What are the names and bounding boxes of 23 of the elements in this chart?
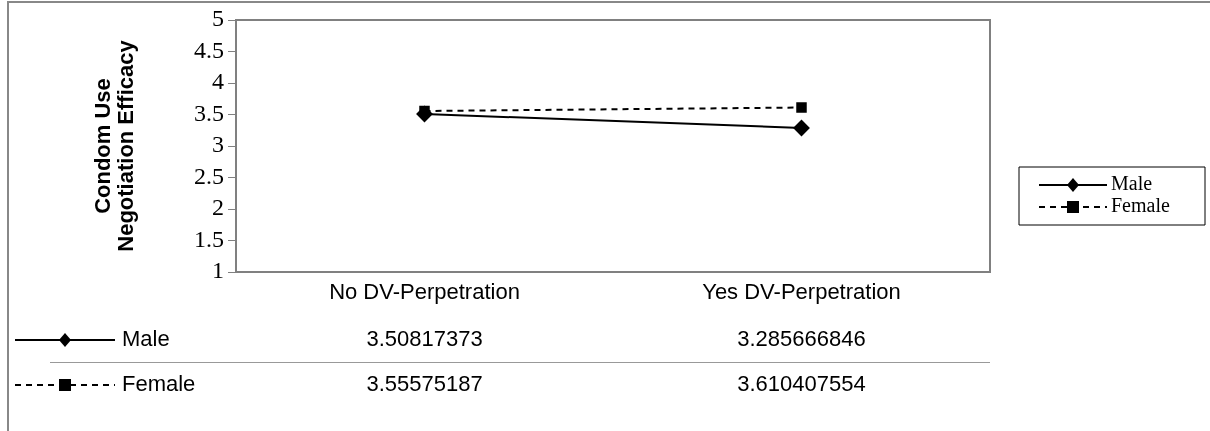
data-label: 3.610407554 — [737, 371, 866, 397]
point — [796, 102, 807, 113]
y-tick-label: 4 — [212, 68, 224, 95]
y-tick-label: 3 — [212, 131, 224, 158]
legend-label: Male — [1111, 172, 1153, 195]
y-tick-label: 4.5 — [194, 36, 224, 63]
x-tick-label: Yes DV-Perpetration — [702, 279, 901, 305]
y-tick-label: 5 — [212, 5, 224, 32]
data-label: 3.55575187 — [366, 371, 483, 397]
text: Male — [122, 326, 170, 352]
point — [793, 120, 810, 136]
y-tick-label: 3.5 — [194, 99, 224, 126]
point — [416, 105, 433, 122]
x-tick-label: No DV-Perpetration — [329, 279, 520, 305]
y-tick-label: 2 — [212, 194, 224, 221]
y-tick-label: 1 — [212, 257, 224, 284]
y-tick-label: 2.5 — [194, 162, 224, 189]
text: Female — [122, 371, 196, 397]
data-label: 3.285666846 — [737, 326, 866, 352]
y-axis-title: Condom Use Negotiation Efficacy — [89, 39, 138, 252]
y-tick-label: 1.5 — [194, 225, 224, 252]
legend-label: Female — [1111, 194, 1170, 217]
data-label: 3.50817373 — [366, 326, 483, 352]
